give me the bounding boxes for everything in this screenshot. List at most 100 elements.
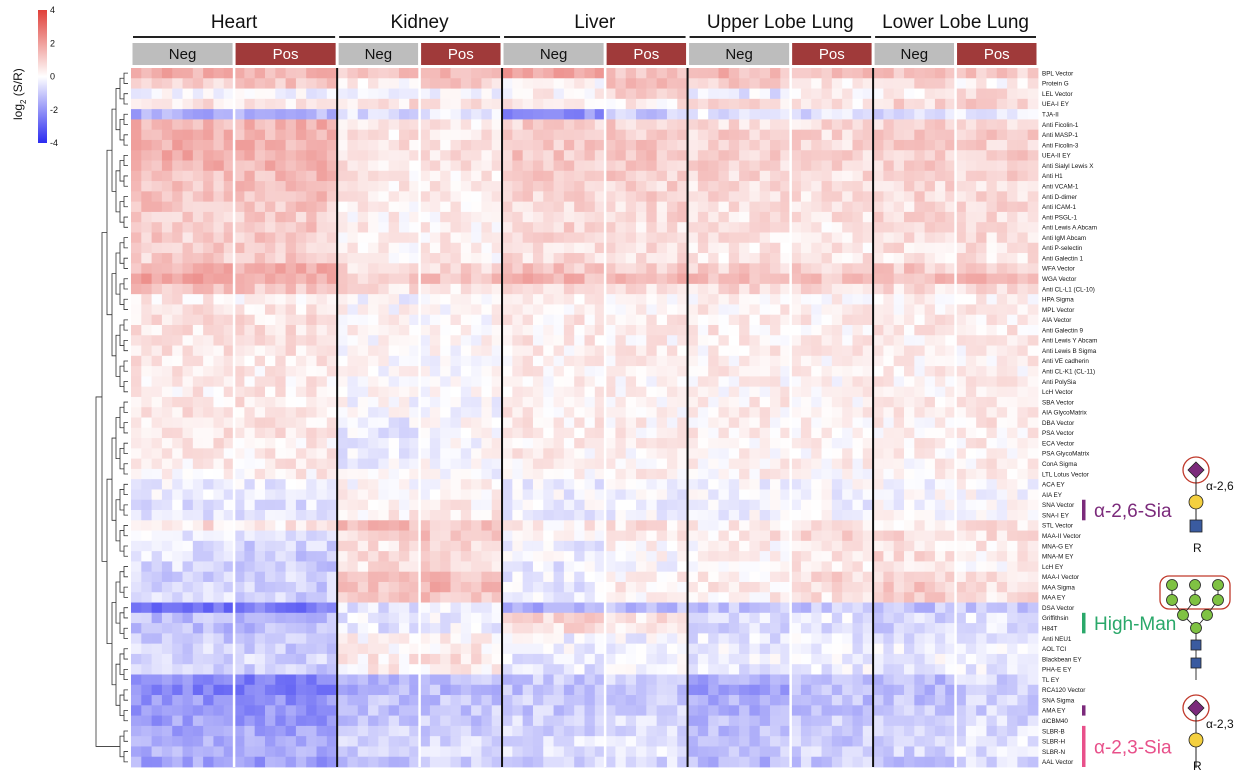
- heatmap-cell: [625, 222, 637, 233]
- heatmap-cell: [326, 417, 338, 429]
- heatmap-cell: [666, 551, 678, 562]
- heatmap-cell: [543, 232, 554, 244]
- heatmap-cell: [656, 170, 668, 182]
- heatmap-cell: [192, 201, 204, 213]
- heatmap-cell: [759, 314, 771, 326]
- heatmap-cell: [677, 540, 688, 552]
- heatmap-cell: [780, 222, 792, 233]
- heatmap-cell: [1017, 520, 1029, 531]
- heatmap-cell: [223, 263, 235, 274]
- heatmap-cell: [553, 109, 565, 120]
- heatmap-cell: [790, 520, 802, 531]
- heatmap-cell: [1017, 571, 1029, 583]
- heatmap-cell: [409, 520, 420, 531]
- heatmap-cell: [1027, 438, 1039, 449]
- heatmap-cell: [893, 510, 905, 521]
- heatmap-cell: [770, 561, 781, 573]
- heatmap-cell: [821, 242, 833, 254]
- heatmap-cell: [883, 324, 895, 336]
- heatmap-cell: [553, 407, 565, 418]
- heatmap-cell: [780, 438, 792, 449]
- heatmap-cell: [584, 386, 596, 398]
- heatmap-cell: [914, 109, 926, 120]
- heatmap-cell: [234, 109, 245, 120]
- heatmap-cell: [131, 335, 142, 346]
- heatmap-cell: [213, 448, 225, 460]
- heatmap-cell: [316, 181, 328, 192]
- heatmap-cell: [986, 222, 998, 233]
- heatmap-cell: [636, 242, 647, 254]
- heatmap-cell: [574, 139, 585, 151]
- heatmap-cell: [234, 129, 245, 141]
- heatmap-cell: [615, 366, 627, 377]
- heatmap-cell: [605, 602, 616, 614]
- heatmap-cell: [522, 366, 534, 377]
- heatmap-cell: [996, 263, 1008, 274]
- heatmap-cell: [357, 355, 369, 367]
- heatmap-cell: [800, 612, 812, 624]
- heatmap-cell: [398, 551, 410, 562]
- heatmap-cell: [914, 222, 926, 233]
- heatmap-cell: [172, 561, 183, 573]
- heatmap-cell: [852, 335, 864, 346]
- heatmap-cell: [419, 294, 431, 305]
- heatmap-cell: [1027, 561, 1039, 573]
- heatmap-cell: [306, 468, 317, 480]
- heatmap-cell: [275, 510, 287, 521]
- heatmap-cell: [862, 468, 874, 480]
- heatmap-cell: [996, 396, 1008, 408]
- heatmap-cell: [295, 170, 307, 182]
- heatmap-cell: [161, 499, 173, 511]
- heatmap-cell: [625, 294, 637, 305]
- heatmap-cell: [512, 530, 524, 542]
- heatmap-cell: [976, 314, 987, 326]
- heatmap-cell: [945, 232, 956, 244]
- heatmap-cell: [347, 396, 359, 408]
- heatmap-cell: [842, 98, 853, 110]
- heatmap-cell: [295, 386, 307, 398]
- heatmap-cell: [264, 324, 276, 336]
- heatmap-cell: [398, 129, 410, 141]
- heatmap-cell: [883, 88, 895, 100]
- heatmap-cell: [398, 530, 410, 542]
- heatmap-cell: [440, 438, 451, 449]
- heatmap-cell: [893, 98, 905, 110]
- heatmap-cell: [285, 551, 297, 562]
- heatmap-cell: [934, 551, 946, 562]
- heatmap-cell: [234, 581, 245, 593]
- heatmap-cell: [831, 345, 843, 357]
- heatmap-cell: [965, 571, 977, 583]
- heatmap-cell: [770, 314, 781, 326]
- heatmap-cell: [687, 376, 699, 388]
- heatmap-cell: [615, 479, 627, 490]
- heatmap-cell: [646, 396, 658, 408]
- heatmap-cell: [728, 355, 740, 367]
- heatmap-cell: [275, 551, 287, 562]
- heatmap-cell: [502, 335, 513, 346]
- heatmap-cell: [842, 376, 853, 388]
- heatmap-cell: [203, 222, 214, 233]
- heatmap-cell: [398, 345, 410, 357]
- heatmap-cell: [440, 520, 451, 531]
- heatmap-cell: [213, 376, 225, 388]
- heatmap-cell: [244, 355, 256, 367]
- heatmap-cell: [347, 119, 359, 131]
- heatmap-cell: [831, 242, 843, 254]
- heatmap-cell: [223, 479, 235, 490]
- heatmap-cell: [491, 396, 503, 408]
- heatmap-cell: [914, 355, 926, 367]
- heatmap-cell: [409, 448, 420, 460]
- heatmap-cell: [151, 510, 163, 521]
- heatmap-cell: [471, 386, 482, 398]
- heatmap-cell: [368, 458, 379, 470]
- heatmap-cell: [326, 540, 338, 552]
- heatmap-cell: [945, 510, 956, 521]
- heatmap-cell: [182, 170, 194, 182]
- heatmap-cell: [708, 438, 719, 449]
- heatmap-cell: [326, 396, 338, 408]
- heatmap-cell: [739, 242, 750, 254]
- heatmap-cell: [481, 129, 493, 141]
- heatmap-cell: [234, 438, 245, 449]
- heatmap-cell: [326, 623, 338, 634]
- heatmap-cell: [976, 273, 987, 285]
